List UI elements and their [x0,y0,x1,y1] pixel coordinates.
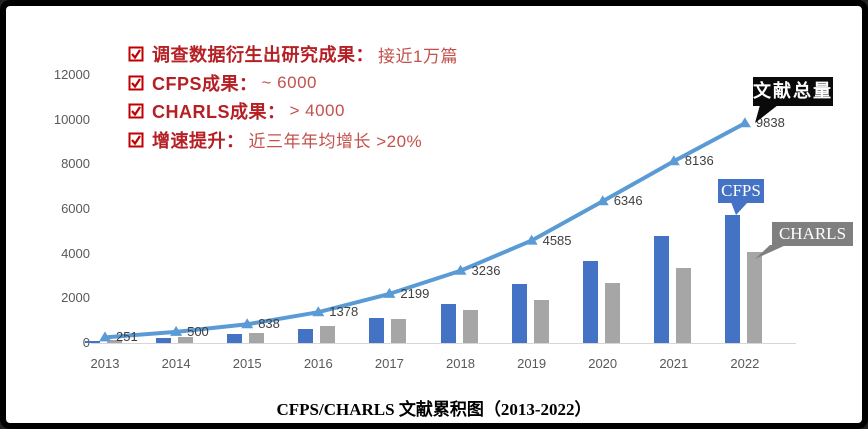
cfps-bar-2021 [653,235,669,343]
cfps-bar-2020 [582,261,598,343]
total-data-label-2019: 4585 [542,232,572,248]
finding-value: 接近1万篇 [378,46,458,66]
charls-bar-2020 [604,282,620,343]
total-data-label-2017: 2199 [400,285,430,301]
x-tick-label: 2017 [374,356,404,371]
finding-label: 增速提升： [152,130,245,151]
x-tick-label: 2013 [90,356,120,371]
cfps-callout-label: CFPS [721,181,761,200]
finding-value: > 4000 [289,101,345,121]
finding-value: 近三年年均增长 >20% [248,132,423,152]
x-tick-label: 2021 [659,356,689,371]
total-data-label-2015: 838 [258,316,280,332]
finding-label: CHARLS成果： [152,102,286,123]
charls-callout: CHARLS [755,222,853,259]
total-callout-tail-icon [755,105,778,123]
chart-title: CFPS/CHARLS 文献累积图（2013-2022） [276,400,592,419]
cfps-bar-2018 [440,303,456,343]
cfps-callout: CFPS [718,179,764,215]
y-tick-label: 8000 [61,156,90,172]
charls-bar-2019 [533,299,549,343]
total-data-label-2013: 251 [116,329,138,345]
y-tick-label: 12000 [53,67,90,82]
key-findings-panel: 调查数据衍生出研究成果： 接近1万篇 CFPS成果： ~ 6000 CHARLS… [128,40,458,154]
charls-bar-2022 [746,251,762,343]
cfps-bar-2022 [724,214,740,343]
finding-item: CHARLS成果： > 4000 [128,97,458,126]
cfps-bar-2019 [511,283,527,343]
total-data-label-2021: 8136 [684,153,714,169]
chart-area: 0 2000 4000 6000 8000 10000 12000 251 500 838 137… [6,6,862,423]
x-tick-label: 2022 [730,356,760,371]
finding-item: 调查数据衍生出研究成果： 接近1万篇 [128,40,458,69]
total-data-label-2020: 6346 [613,193,643,209]
total-data-label-2022: 9838 [755,115,785,131]
x-tick-label: 2019 [517,356,547,371]
cfps-bar-2013 [85,340,100,343]
cfps-bar-2016 [298,328,314,343]
charls-callout-label: CHARLS [778,224,847,243]
checked-checkbox-icon [128,75,144,91]
charls-bar-2017 [391,318,407,343]
y-tick-label: 4000 [61,245,90,261]
finding-label: CFPS成果： [152,73,258,94]
finding-item: 增速提升： 近三年年均增长 >20% [128,126,458,155]
checked-checkbox-icon [128,132,144,148]
cfps-bar-2015 [227,334,243,343]
total-callout-label: 文献总量 [753,81,833,101]
x-tick-label: 2015 [232,356,262,371]
finding-label: 调查数据衍生出研究成果： [152,45,374,66]
x-tick-label: 2014 [161,356,191,371]
x-tick-label: 2020 [588,356,618,371]
x-tick-label: 2018 [446,356,475,371]
charls-bar-2018 [462,309,478,343]
x-axis-line [91,343,796,344]
total-data-label-2014: 500 [187,323,209,339]
total-data-label-2018: 3236 [471,262,501,278]
checked-checkbox-icon [128,46,144,62]
total-data-label-2016: 1378 [329,304,359,320]
charls-callout-tail-icon [755,245,786,259]
x-tick-label: 2016 [303,356,333,371]
charls-bar-2013 [107,339,122,343]
finding-item: CFPS成果： ~ 6000 [128,69,458,98]
checked-checkbox-icon [128,103,144,119]
charls-bar-2021 [675,268,691,343]
y-tick-label: 2000 [61,290,90,306]
charls-bar-2015 [249,332,265,343]
cfps-bar-2017 [369,317,385,343]
cfps-bar-2014 [156,337,172,343]
y-tick-label: 6000 [61,201,90,216]
charls-bar-2014 [178,336,194,343]
y-tick-label: 0 [32,335,90,350]
total-callout: 文献总量 [753,77,833,123]
y-tick-label: 10000 [53,111,90,127]
charls-bar-2016 [320,326,336,343]
finding-value: ~ 6000 [261,72,317,92]
cfps-callout-tail-icon [731,202,748,215]
